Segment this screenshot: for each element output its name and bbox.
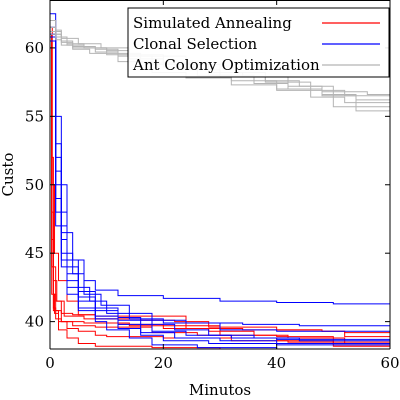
plot-frame bbox=[49, 0, 391, 350]
y-tick-label: 50 bbox=[25, 176, 44, 194]
legend: Simulated Annealing Clonal Selection Ant C… bbox=[127, 7, 390, 78]
legend-label: Clonal Selection bbox=[133, 35, 258, 53]
x-axis-label: Minutos bbox=[189, 381, 251, 399]
x-tick-label: 0 bbox=[45, 354, 55, 372]
series-2-run-8 bbox=[50, 40, 390, 350]
y-tick-label: 40 bbox=[25, 313, 44, 331]
axis-ticks: 0 20 40 60 40 45 50 55 60 bbox=[25, 0, 400, 372]
y-axis-label: Custo bbox=[0, 153, 17, 197]
series-2 bbox=[50, 13, 391, 350]
y-tick-label: 60 bbox=[25, 39, 44, 57]
series-1-run-6 bbox=[50, 33, 390, 347]
x-tick-label: 60 bbox=[380, 354, 399, 372]
series-layer bbox=[50, 13, 391, 350]
x-tick-label: 20 bbox=[154, 354, 173, 372]
legend-label: Simulated Annealing bbox=[133, 14, 292, 32]
y-tick-label: 55 bbox=[25, 107, 44, 125]
x-tick-label: 40 bbox=[267, 354, 286, 372]
legend-label: Ant Colony Optimization bbox=[132, 56, 320, 74]
y-tick-label: 45 bbox=[25, 244, 44, 262]
